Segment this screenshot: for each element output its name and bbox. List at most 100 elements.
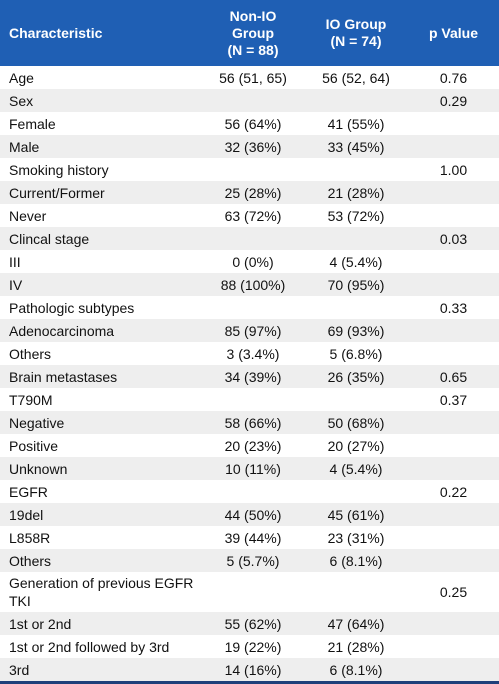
cell-io: 6 (8.1%) [304, 658, 408, 684]
table-row: 1st or 2nd 55 (62%) 47 (64%) [0, 612, 499, 635]
cell-p-value [408, 273, 499, 296]
cell-io: 70 (95%) [304, 273, 408, 296]
cell-io: 21 (28%) [304, 635, 408, 658]
cell-characteristic: Unknown [0, 457, 202, 480]
table-row: Others 3 (3.4%) 5 (6.8%) [0, 342, 499, 365]
cell-io [304, 227, 408, 250]
cell-nonio: 56 (64%) [202, 112, 304, 135]
cell-p-value: 0.37 [408, 388, 499, 411]
cell-io: 50 (68%) [304, 411, 408, 434]
cell-characteristic: Female [0, 112, 202, 135]
cell-characteristic: Positive [0, 434, 202, 457]
cell-characteristic: Sex [0, 89, 202, 112]
cell-p-value [408, 135, 499, 158]
cell-io: 33 (45%) [304, 135, 408, 158]
cell-p-value [408, 457, 499, 480]
table-row: Negative 58 (66%) 50 (68%) [0, 411, 499, 434]
cell-nonio: 88 (100%) [202, 273, 304, 296]
cell-nonio: 34 (39%) [202, 365, 304, 388]
table-body: Age 56 (51, 65) 56 (52, 64) 0.76 Sex 0.29 Fema… [0, 66, 499, 684]
table-row: Female 56 (64%) 41 (55%) [0, 112, 499, 135]
table-row: EGFR 0.22 [0, 480, 499, 503]
cell-io: 26 (35%) [304, 365, 408, 388]
table-row: Unknown 10 (11%) 4 (5.4%) [0, 457, 499, 480]
table-row: III 0 (0%) 4 (5.4%) [0, 250, 499, 273]
cell-p-value [408, 635, 499, 658]
cell-characteristic: EGFR [0, 480, 202, 503]
table-row: Sex 0.29 [0, 89, 499, 112]
cell-io [304, 158, 408, 181]
table-row: L858R 39 (44%) 23 (31%) [0, 526, 499, 549]
cell-io: 6 (8.1%) [304, 549, 408, 572]
cell-p-value [408, 204, 499, 227]
table-row: 3rd 14 (16%) 6 (8.1%) [0, 658, 499, 684]
cell-io [304, 572, 408, 612]
cell-nonio: 39 (44%) [202, 526, 304, 549]
cell-io [304, 296, 408, 319]
cell-characteristic: Current/Former [0, 181, 202, 204]
cell-characteristic: 1st or 2nd [0, 612, 202, 635]
cell-characteristic: T790M [0, 388, 202, 411]
cell-io: 20 (27%) [304, 434, 408, 457]
cell-nonio [202, 388, 304, 411]
cell-io: 5 (6.8%) [304, 342, 408, 365]
cell-io: 47 (64%) [304, 612, 408, 635]
cell-nonio: 0 (0%) [202, 250, 304, 273]
cell-p-value: 0.25 [408, 572, 499, 612]
table-row: Clincal stage 0.03 [0, 227, 499, 250]
header-nonio-line2: Group [232, 24, 274, 41]
cell-p-value: 0.76 [408, 66, 499, 89]
cell-characteristic: Generation of previous EGFR TKI [0, 572, 202, 612]
cell-p-value [408, 503, 499, 526]
cell-p-value [408, 319, 499, 342]
table-row: Smoking history 1.00 [0, 158, 499, 181]
cell-io: 53 (72%) [304, 204, 408, 227]
cell-nonio [202, 572, 304, 612]
table-row: IV 88 (100%) 70 (95%) [0, 273, 499, 296]
header-io-group: IO Group (N = 74) [304, 0, 408, 66]
header-io-line2: (N = 74) [330, 33, 382, 49]
table-row: Current/Former 25 (28%) 21 (28%) [0, 181, 499, 204]
table-row: T790M 0.37 [0, 388, 499, 411]
cell-p-value [408, 549, 499, 572]
table-row: Generation of previous EGFR TKI 0.25 [0, 572, 499, 612]
cell-characteristic: Age [0, 66, 202, 89]
cell-nonio: 5 (5.7%) [202, 549, 304, 572]
cell-nonio: 56 (51, 65) [202, 66, 304, 89]
cell-p-value [408, 181, 499, 204]
cell-io: 4 (5.4%) [304, 250, 408, 273]
cell-characteristic: Adenocarcinoma [0, 319, 202, 342]
cell-io: 21 (28%) [304, 181, 408, 204]
table-row: Male 32 (36%) 33 (45%) [0, 135, 499, 158]
cell-io: 69 (93%) [304, 319, 408, 342]
header-characteristic: Characteristic [0, 0, 202, 66]
cell-nonio: 55 (62%) [202, 612, 304, 635]
cell-nonio: 58 (66%) [202, 411, 304, 434]
cell-p-value [408, 612, 499, 635]
cell-p-value [408, 112, 499, 135]
cell-p-value: 0.33 [408, 296, 499, 319]
cell-characteristic: Negative [0, 411, 202, 434]
cell-characteristic: Smoking history [0, 158, 202, 181]
table-row: Pathologic subtypes 0.33 [0, 296, 499, 319]
header-io-line1: IO Group [325, 16, 387, 32]
cell-characteristic: 3rd [0, 658, 202, 684]
cell-p-value: 0.29 [408, 89, 499, 112]
cell-p-value [408, 526, 499, 549]
cell-io: 23 (31%) [304, 526, 408, 549]
cell-p-value [408, 658, 499, 684]
cell-p-value [408, 434, 499, 457]
cell-characteristic: III [0, 250, 202, 273]
cell-characteristic: Pathologic subtypes [0, 296, 202, 319]
cell-characteristic: L858R [0, 526, 202, 549]
cell-p-value [408, 411, 499, 434]
cell-characteristic: Male [0, 135, 202, 158]
cell-nonio [202, 227, 304, 250]
cell-p-value: 0.65 [408, 365, 499, 388]
cell-p-value: 0.03 [408, 227, 499, 250]
table-row: Positive 20 (23%) 20 (27%) [0, 434, 499, 457]
table-row: Adenocarcinoma 85 (97%) 69 (93%) [0, 319, 499, 342]
cell-characteristic: Others [0, 549, 202, 572]
cell-nonio: 85 (97%) [202, 319, 304, 342]
